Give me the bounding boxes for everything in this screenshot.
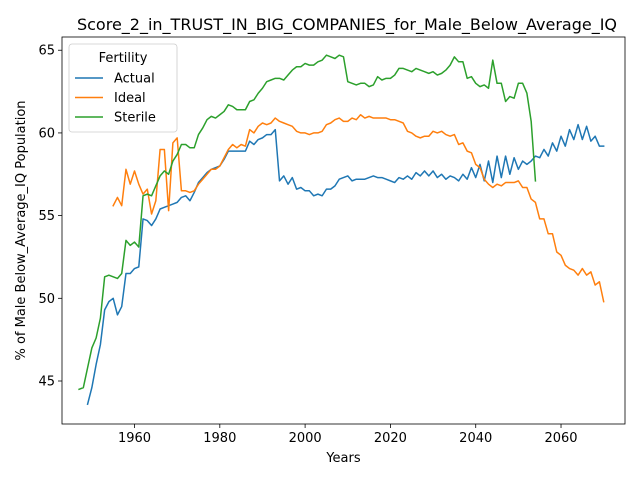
series-lines	[78, 54, 605, 406]
x-axis-ticks: 1960 1980 2000 2020 2040 2060	[118, 424, 578, 446]
x-tick-label: 2040	[459, 431, 492, 446]
x-tick-label: 1960	[118, 431, 151, 446]
y-tick-label: 45	[38, 375, 55, 390]
y-tick-label: 65	[38, 44, 55, 59]
x-tick-label: 2020	[374, 431, 407, 446]
y-tick-label: 60	[38, 126, 55, 141]
x-tick-label: 1980	[203, 431, 236, 446]
series-line-actual	[86, 123, 605, 406]
legend-label-ideal: Ideal	[114, 91, 146, 106]
plot-frame	[61, 36, 626, 425]
legend-title: Fertility	[99, 51, 148, 66]
y-tick-label: 50	[38, 292, 55, 307]
legend-box	[68, 43, 178, 133]
series-line-sterile	[78, 54, 537, 391]
legend-label-sterile: Sterile	[114, 111, 156, 126]
x-axis-label: Years	[325, 451, 361, 466]
legend-label-actual: Actual	[114, 72, 155, 87]
chart-title: Score_2_in_TRUST_IN_BIG_COMPANIES_for_Ma…	[77, 15, 617, 35]
y-axis-label: % of Male Below_Average_IQ Population	[14, 100, 29, 360]
x-tick-label: 2000	[289, 431, 322, 446]
series-line-ideal	[112, 113, 605, 303]
legend: Fertility Actual Ideal Sterile	[68, 43, 178, 133]
x-tick-label: 2060	[544, 431, 577, 446]
y-axis-ticks: 45 50 55 60 65	[38, 44, 62, 390]
y-tick-label: 55	[38, 209, 55, 224]
